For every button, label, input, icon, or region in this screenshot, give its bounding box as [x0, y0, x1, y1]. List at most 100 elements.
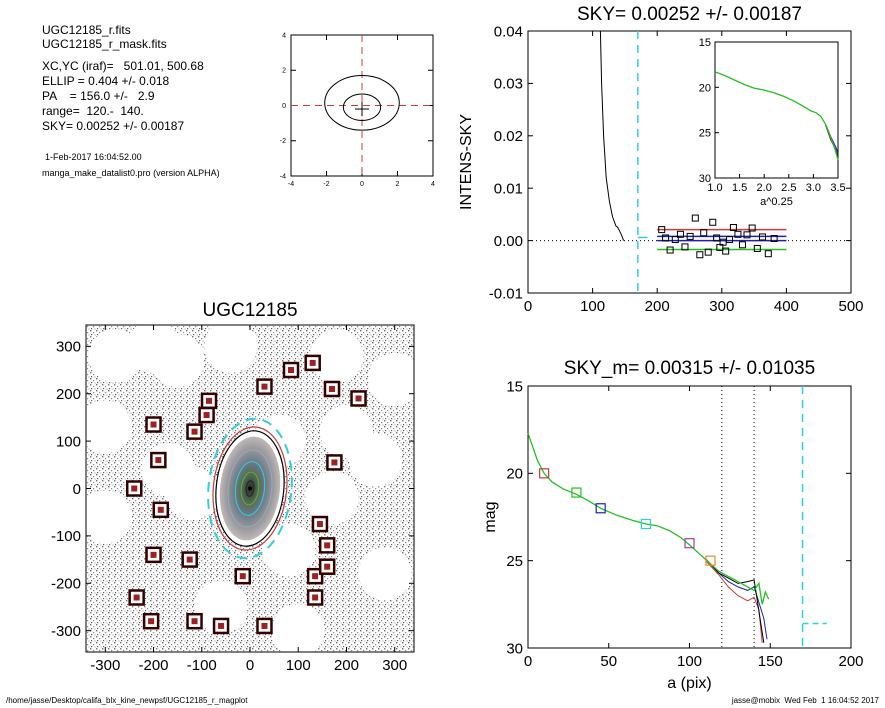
- masked-star-core: [355, 395, 362, 402]
- sky-data-point: [696, 251, 704, 259]
- contour-xtick-label: 0: [360, 181, 364, 188]
- sky-xtick-label: 0: [524, 298, 532, 315]
- contour-xtick-label: 2: [396, 181, 400, 188]
- mag-xtick-label: 50: [600, 653, 617, 670]
- image-ytick-label: 200: [56, 386, 81, 403]
- masked-star-core: [331, 459, 338, 466]
- mag-marker: [571, 487, 582, 498]
- isophote-contour: [240, 471, 260, 506]
- masked-star-core: [203, 412, 210, 419]
- mask-region: [310, 329, 364, 383]
- sky-data-point: [691, 214, 699, 222]
- sky-data-point: [709, 218, 717, 226]
- contour-ytick-label: 4: [282, 32, 286, 39]
- contour-ytick-label: -2: [280, 138, 286, 145]
- inset-ytick-label: 15: [699, 37, 711, 49]
- sky-data-point: [713, 234, 721, 242]
- inset-xtick-label: 1.5: [732, 182, 747, 194]
- inset-xtick-label: 1.0: [707, 182, 722, 194]
- mask-region: [204, 325, 258, 373]
- image-xtick-label: 100: [286, 657, 311, 674]
- mask-region: [141, 443, 195, 497]
- masked-star-core: [133, 594, 140, 601]
- mask-region: [358, 547, 412, 601]
- sky-data-point: [748, 224, 756, 232]
- inset-profile-line: [714, 71, 839, 161]
- inset-xtick-label: 3.5: [830, 182, 845, 194]
- image-xtick-label: 0: [246, 657, 254, 674]
- masked-star-core: [239, 573, 246, 580]
- mag-tail-blue: [705, 558, 768, 640]
- footer-path: /home/jasse/Desktop/califa_blx_kine_newp…: [6, 696, 248, 705]
- sky-xtick-label: 200: [645, 298, 670, 315]
- fit-ellipse-black: [215, 430, 285, 547]
- sky-data-point: [738, 241, 746, 249]
- sky-ytick-label: 0.03: [494, 76, 523, 93]
- image-ytick-label: -300: [51, 623, 81, 640]
- mask-region: [86, 400, 132, 454]
- image-xtick-label: -300: [90, 657, 120, 674]
- isophote-contour: [234, 461, 266, 516]
- masked-star-core: [150, 421, 157, 428]
- mag-ylabel: mag: [482, 501, 499, 532]
- info-date: 1-Feb-2017 16:04:52.00: [45, 152, 142, 162]
- image-ytick-label: -200: [51, 576, 81, 593]
- sky-data-point: [722, 247, 730, 255]
- inset-frame: [714, 41, 839, 179]
- sky-frame: [527, 30, 852, 294]
- isophote-contour: [245, 480, 255, 497]
- fit-ellipse-cyan: [207, 417, 293, 560]
- info-line-mask: UGC12185_r_mask.fits: [42, 37, 167, 51]
- contour-ytick-label: 0: [282, 103, 286, 110]
- masked-star-core: [157, 506, 164, 513]
- sky-data-point: [734, 230, 742, 238]
- image-ytick-label: 0: [73, 481, 81, 498]
- sky-data-point: [743, 231, 751, 239]
- masked-star-core: [324, 563, 331, 570]
- sky-data-point: [700, 229, 708, 237]
- masked-star-core: [312, 594, 319, 601]
- sky-data-point: [753, 244, 761, 252]
- image-title: UGC12185: [202, 300, 297, 321]
- mag-ytick-label: 25: [506, 553, 523, 570]
- sky-data-point: [729, 224, 737, 231]
- image-xtick-label: -200: [139, 657, 169, 674]
- inset-ytick-label: 30: [699, 173, 711, 185]
- image-xtick-label: 300: [382, 657, 407, 674]
- info-line-range: range= 120.- 140.: [42, 104, 144, 118]
- contour-level: [324, 75, 400, 131]
- sky-title: SKY= 0.00252 +/- 0.00187: [577, 4, 802, 25]
- mag-xtick-label: 200: [838, 653, 863, 670]
- mag-xtick-label: 0: [524, 653, 532, 670]
- info-line-center: XC,YC (iraf)= 501.01, 500.68: [42, 59, 204, 73]
- sky-data-point: [686, 232, 694, 240]
- sky-xtick-label: 400: [774, 298, 799, 315]
- isophote-contour: [227, 449, 273, 528]
- masked-star-core: [312, 573, 319, 580]
- mag-marker: [705, 555, 716, 566]
- mask-region: [305, 471, 359, 525]
- masked-star-core: [148, 618, 155, 625]
- info-line-ellip: ELLIP = 0.404 +/- 0.018: [42, 74, 170, 88]
- sky-data-point: [671, 236, 679, 244]
- contour-xtick-label: -4: [288, 181, 294, 188]
- masked-star-core: [191, 618, 198, 625]
- inset-xtick-label: 3.0: [806, 182, 821, 194]
- image-ytick-label: 100: [56, 433, 81, 450]
- image-ytick-label: -100: [51, 528, 81, 545]
- contour-ytick-label: -4: [280, 173, 286, 180]
- sky-data-point: [704, 248, 712, 256]
- mask-region: [262, 523, 316, 577]
- masked-star-core: [155, 457, 162, 464]
- sky-data-point: [764, 250, 772, 258]
- mask-region: [194, 580, 248, 634]
- inset-ytick-label: 25: [699, 128, 711, 140]
- galaxy-center: [248, 486, 252, 491]
- mag-profile-line: [527, 432, 770, 605]
- sky-ytick-label: 0.02: [494, 128, 523, 145]
- sky-data-point: [726, 236, 734, 244]
- mag-marker: [539, 468, 550, 479]
- mag-title: SKY_m= 0.00315 +/- 0.01035: [564, 358, 815, 379]
- inset-xlabel: a^0.25: [760, 196, 793, 208]
- inset-xtick-label: 2.5: [781, 182, 796, 194]
